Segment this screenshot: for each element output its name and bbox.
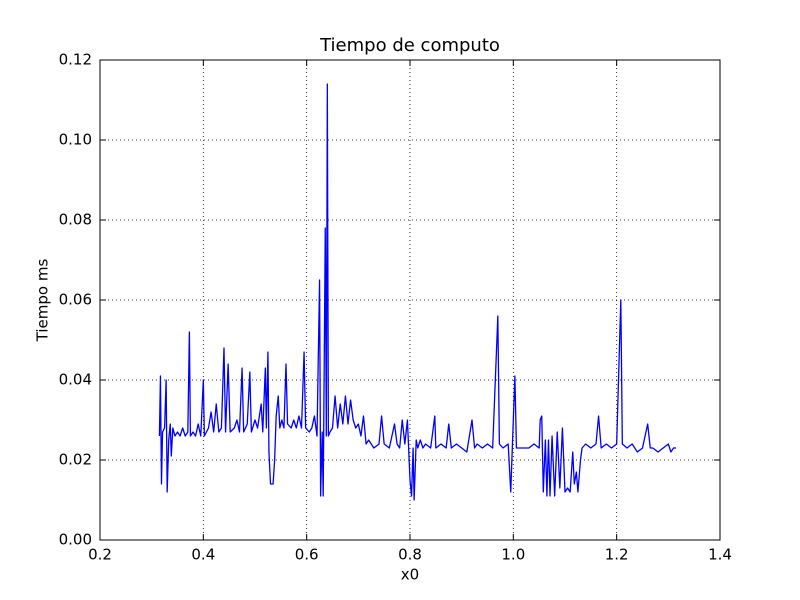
y-tick-label: 0.04 bbox=[59, 371, 92, 389]
plot-area: 0.2 0.4 0.6 0.8 1.0 1.2 1.4 0.00 0.02 0.04 0.06 0.0… bbox=[59, 51, 732, 564]
y-tick-label: 0.10 bbox=[59, 131, 92, 149]
y-tick-label: 0.02 bbox=[59, 451, 92, 469]
y-tick-label: 0.06 bbox=[59, 291, 92, 309]
y-tick-label: 0.12 bbox=[59, 51, 92, 69]
y-tick-label: 0.00 bbox=[59, 531, 92, 549]
y-tick-label: 0.08 bbox=[59, 211, 92, 229]
x-tick-label: 1.4 bbox=[708, 546, 732, 564]
x-axis-label: x0 bbox=[401, 566, 419, 584]
x-tick-label: 0.2 bbox=[88, 546, 112, 564]
chart-title: Tiempo de computo bbox=[319, 35, 500, 56]
plot-frame bbox=[99, 59, 721, 541]
x-tick-label: 0.8 bbox=[398, 546, 422, 564]
x-tick-label: 0.6 bbox=[295, 546, 319, 564]
x-tick-label: 1.0 bbox=[501, 546, 525, 564]
data-line bbox=[158, 83, 677, 501]
x-tick-label: 1.2 bbox=[605, 546, 629, 564]
x-tick-label: 0.4 bbox=[191, 546, 215, 564]
y-axis-label: Tiempo ms bbox=[34, 259, 52, 343]
